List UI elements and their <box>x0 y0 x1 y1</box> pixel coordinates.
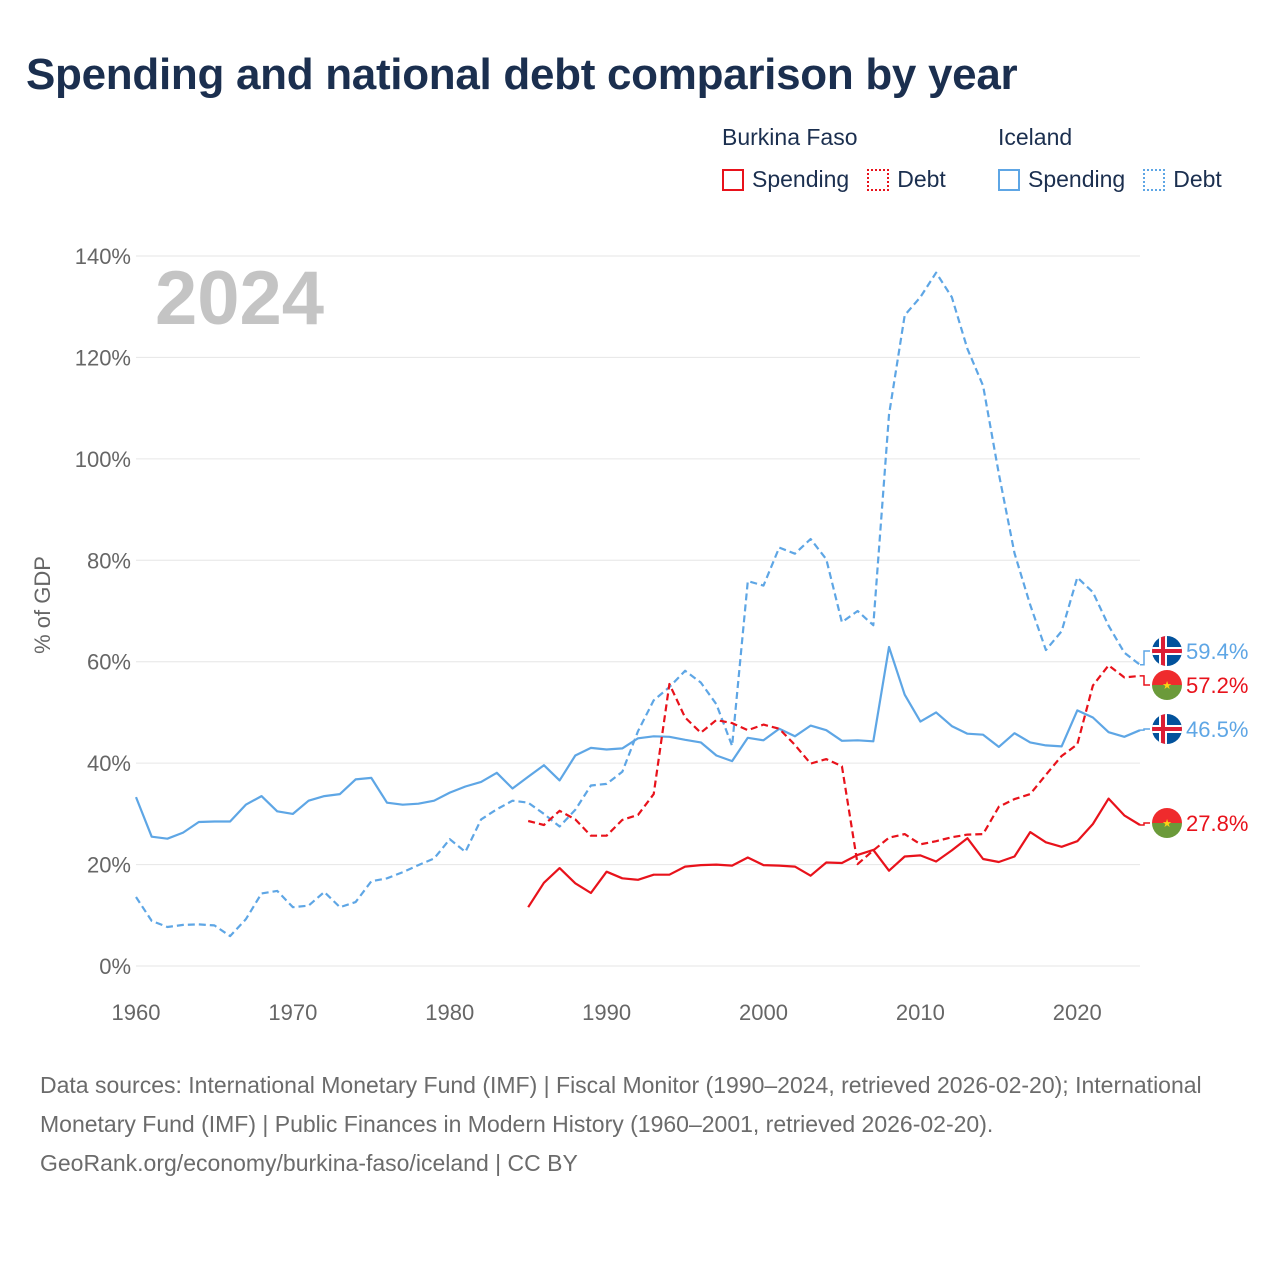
end-label-connector <box>1140 650 1150 666</box>
line-chart: 0% 20% 40% 60% 80% 100% 120% 140% 1960 1970 1980 19… <box>30 244 1248 1025</box>
x-tick-label: 2020 <box>1053 1000 1102 1025</box>
legend-item-label: Spending <box>1028 166 1126 192</box>
svg-text:★: ★ <box>1162 818 1172 830</box>
series-line-iceland-debt <box>135 271 1141 938</box>
chart-title: Spending and national debt comparison by… <box>26 50 1018 99</box>
legend-burkina-debt[interactable]: Debt <box>867 166 946 193</box>
year-watermark: 2024 <box>155 256 324 341</box>
y-tick-label: 100% <box>75 447 131 472</box>
end-value-label: 57.2% <box>1186 673 1248 698</box>
x-tick-label: 1970 <box>268 1000 317 1025</box>
dotted-swatch-icon <box>1143 168 1166 191</box>
iceland-flag-icon <box>1152 636 1182 666</box>
data-sources: Data sources: International Monetary Fun… <box>40 1072 1202 1137</box>
x-tick-label: 1980 <box>425 1000 474 1025</box>
burkina-faso-flag-icon: ★ <box>1152 808 1182 838</box>
x-tick-label: 1960 <box>112 1000 161 1025</box>
y-tick-label: 20% <box>87 853 131 878</box>
y-axis-label: % of GDP <box>30 556 55 654</box>
y-tick-label: 60% <box>87 650 131 675</box>
svg-text:★: ★ <box>1162 680 1172 692</box>
end-label-connector <box>1140 675 1150 686</box>
y-tick-label: 80% <box>87 548 131 573</box>
legend-item-label: Spending <box>752 166 850 192</box>
legend-country-label: Burkina Faso <box>722 124 858 150</box>
credit-link[interactable]: GeoRank.org/economy/burkina-faso/iceland… <box>40 1150 578 1176</box>
legend-item-label: Debt <box>897 166 946 192</box>
iceland-flag-icon <box>1152 714 1182 744</box>
legend-iceland-debt[interactable]: Debt <box>1143 166 1222 193</box>
solid-swatch-icon <box>998 168 1020 191</box>
series-line-burkina-faso-debt <box>527 664 1141 866</box>
end-value-label: 46.5% <box>1186 717 1248 742</box>
y-tick-label: 120% <box>75 345 131 370</box>
series-line-burkina-faso-spending <box>527 797 1141 908</box>
legend-country-label: Iceland <box>998 124 1073 150</box>
x-tick-label: 2010 <box>896 1000 945 1025</box>
x-tick-label: 2000 <box>739 1000 788 1025</box>
end-value-label: 27.8% <box>1186 811 1248 836</box>
y-tick-label: 0% <box>99 954 131 979</box>
legend-iceland-spending[interactable]: Spending <box>998 166 1125 193</box>
solid-swatch-icon <box>722 168 744 191</box>
footer: Data sources: International Monetary Fun… <box>40 1066 1240 1183</box>
dotted-swatch-icon <box>867 168 890 191</box>
series-line-iceland-spending <box>134 645 1141 840</box>
legend-item-label: Debt <box>1173 166 1222 192</box>
legend-burkina-spending[interactable]: Spending <box>722 166 849 193</box>
burkina-faso-flag-icon: ★ <box>1152 670 1182 700</box>
end-value-label: 59.4% <box>1186 639 1248 664</box>
legend-iceland: Iceland Spending Debt <box>998 124 1240 193</box>
end-label-connector <box>1140 728 1150 731</box>
y-tick-label: 140% <box>75 244 131 269</box>
end-label-connector <box>1140 822 1150 826</box>
y-tick-label: 40% <box>87 751 131 776</box>
legend-burkina-faso: Burkina Faso Spending Debt <box>722 124 964 193</box>
x-tick-label: 1990 <box>582 1000 631 1025</box>
